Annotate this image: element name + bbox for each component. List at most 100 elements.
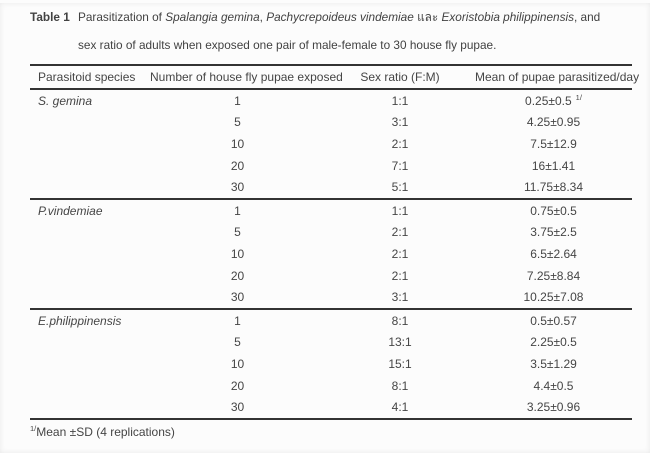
species-cell: P.vindemiae [30,197,150,222]
caption-line-2: sex ratio of adults when exposed one pai… [78,38,497,52]
sex-ratio-cell: 4:1 [391,400,409,415]
sex-ratio-cell: 2:1 [391,225,409,240]
pupae-exposed-cell: 5 [234,115,241,130]
mean-parasitized-cell: 7.5±12.9 [530,136,577,151]
species-cell [30,375,150,397]
table-row: 30 3:1 10.25±7.08 [30,286,632,309]
species-cell [30,133,150,155]
table-caption-text: Parasitization of Spalangia gemina, Pach… [78,3,600,59]
table-row: 5 3:1 4.25±0.95 [30,112,632,134]
pupae-exposed-cell: 10 [230,136,245,151]
table-row: 5 13:1 2.25±0.5 [30,332,632,354]
mean-parasitized-cell: 10.25±7.08 [523,290,584,305]
sex-ratio-cell: 8:1 [325,307,475,332]
table-row: 30 5:1 11.75±8.34 [30,176,632,199]
species-cell [30,353,150,375]
species-name-italic: Pachycrepoideus vindemiae [266,10,414,24]
table-row: P.vindemiae 1 1:1 0.75±0.5 [30,197,632,222]
sex-ratio-cell: 1:1 [325,197,475,222]
table-row: 10 15:1 3.5±1.29 [30,353,632,375]
mean-parasitized-cell: 7.25±8.84 [526,268,581,283]
mean-parasitized-cell: 11.75±8.34 [523,180,584,195]
mean-parasitized-cell: 6.5±2.64 [530,246,577,261]
footnote: 1/Mean ±SD (4 replications) [30,425,650,439]
pupae-exposed-cell: 30 [230,290,245,305]
species-cell [30,112,150,134]
scanned-page: Table 1 Parasitization of Spalangia gemi… [0,3,650,453]
pupae-exposed-cell: 20 [230,268,245,283]
species-name-italic: Spalangia gemina [165,10,260,24]
mean-parasitized-cell: 0.5±0.57 [475,307,632,332]
col-header-sex-ratio: Sex ratio (F:M) [325,65,475,90]
mean-parasitized-cell: 2.25±0.5 [530,335,577,350]
sex-ratio-cell: 3:1 [391,115,409,130]
table-row: 20 2:1 7.25±8.84 [30,265,632,287]
species-cell [30,222,150,244]
caption-segment: และ [413,10,442,24]
pupae-exposed-cell: 1 [150,197,325,222]
table-row: S. gemina 1 1:1 0.25±0.5 1/ [30,89,632,112]
sex-ratio-cell: 7:1 [391,158,409,173]
mean-parasitized-cell: 0.25±0.5 1/ [525,92,582,108]
col-header-mean-parasitized: Mean of pupae parasitized/day [475,65,639,90]
table-caption: Table 1 Parasitization of Spalangia gemi… [30,3,636,59]
footnote-text: Mean ±SD (4 replications) [36,424,175,439]
sex-ratio-cell: 2:1 [391,268,409,283]
table-header: Parasitoid species Number of house fly p… [30,65,639,90]
pupae-exposed-cell: 5 [234,225,241,240]
sex-ratio-cell: 5:1 [391,180,409,195]
col-header-pupae-exposed: Number of house fly pupae exposed [150,65,343,90]
caption-line-1: Parasitization of Spalangia gemina, Pach… [78,3,600,31]
mean-parasitized-cell: 4.25±0.95 [526,115,581,130]
sex-ratio-cell: 3:1 [391,290,409,305]
mean-parasitized-cell: 3.5±1.29 [530,356,577,371]
pupae-exposed-cell: 1 [234,93,241,108]
parasitization-table: Parasitoid species Number of house fly p… [30,64,639,420]
header-row: Parasitoid species Number of house fly p… [30,65,639,90]
pupae-exposed-cell: 20 [230,378,245,393]
species-cell [30,265,150,287]
table-row: 30 4:1 3.25±0.96 [30,396,632,419]
sex-ratio-cell: 8:1 [391,378,409,393]
pupae-exposed-cell: 20 [230,158,245,173]
species-cell [30,176,150,199]
mean-parasitized-cell: 0.75±0.5 [475,197,632,222]
species-name-italic: Exoristobia philippinensis [441,10,574,24]
table-row: E.philippinensis 1 8:1 0.5±0.57 [30,307,632,332]
pupae-exposed-cell: 30 [230,400,245,415]
pupae-exposed-cell: 10 [230,246,245,261]
pupae-exposed-cell: 30 [230,180,245,195]
mean-parasitized-cell: 3.75±2.5 [530,225,577,240]
footnote-marker: 1/ [30,423,37,433]
species-cell [30,155,150,177]
mean-parasitized-cell: 3.25±0.96 [526,400,581,415]
table-row: 20 7:1 16±1.41 [30,155,632,177]
pupae-exposed-cell: 1 [150,307,325,332]
pupae-exposed-cell: 5 [234,335,241,350]
table-row: 20 8:1 4.4±0.5 [30,375,632,397]
pupae-exposed-cell: 10 [230,356,245,371]
caption-segment: , and [574,10,601,24]
species-cell [30,243,150,265]
caption-segment: Parasitization of [78,10,166,24]
species-cell [30,286,150,309]
table-row: 10 2:1 7.5±12.9 [30,133,632,155]
table-caption-label: Table 1 [30,10,70,24]
species-cell: S. gemina [38,93,93,108]
species-cell: E.philippinensis [30,307,150,332]
table-row: 5 2:1 3.75±2.5 [30,222,632,244]
col-header-parasitoid-species: Parasitoid species [30,65,150,90]
mean-parasitized-cell: 4.4±0.5 [533,378,574,393]
sex-ratio-cell: 15:1 [388,356,412,371]
mean-parasitized-cell: 16±1.41 [531,158,576,173]
footnote-marker-superscript: 1/ [575,92,582,102]
table-body: S. gemina 1 1:1 0.25±0.5 1/5 3:1 4.25±0.95 10 2:… [30,89,632,419]
sex-ratio-cell: 13:1 [388,335,412,350]
species-cell [30,396,150,419]
sex-ratio-cell: 1:1 [391,93,409,108]
sex-ratio-cell: 2:1 [391,246,409,261]
sex-ratio-cell: 2:1 [391,136,409,151]
caption-segment: , [259,10,267,24]
species-cell [30,332,150,354]
table-row: 10 2:1 6.5±2.64 [30,243,632,265]
